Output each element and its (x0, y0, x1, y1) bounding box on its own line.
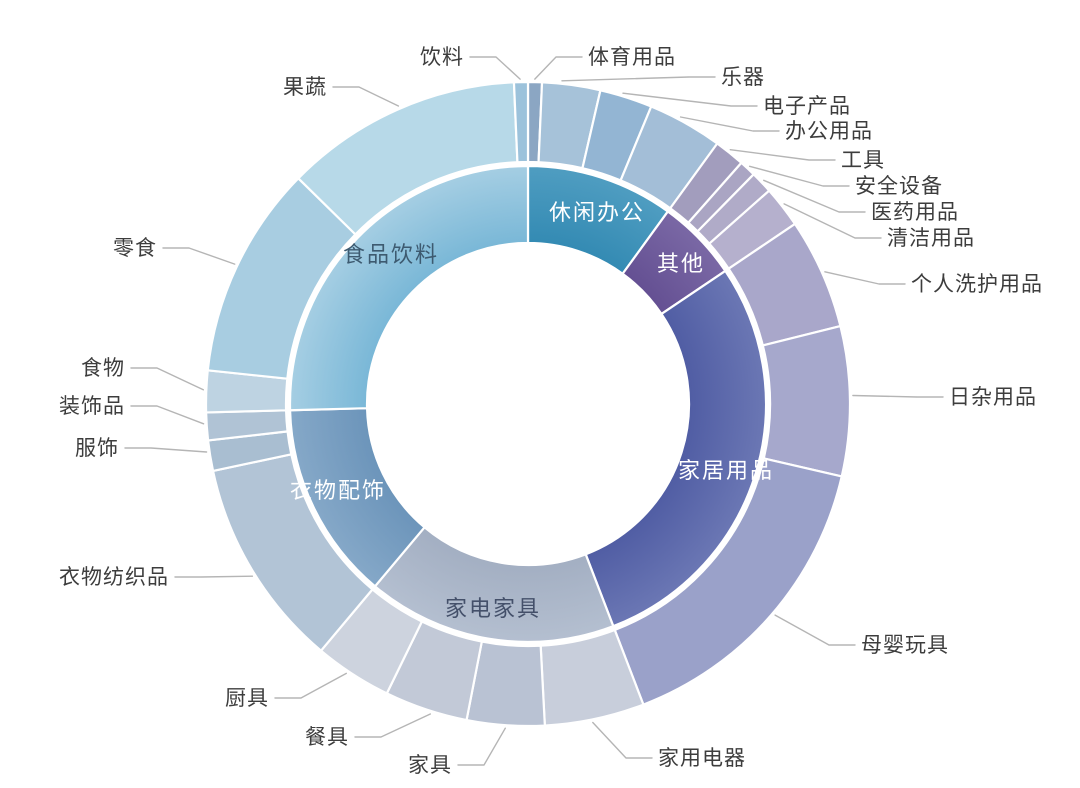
leader-line-3 (679, 116, 780, 132)
inner-slice-2[interactable] (584, 269, 768, 628)
outer-label-0: 体育用品 (588, 46, 676, 69)
inner-slice-5[interactable] (288, 164, 530, 412)
leader-line-10 (774, 614, 856, 646)
inner-ring (288, 164, 768, 644)
outer-slice-21[interactable] (512, 80, 530, 164)
leader-line-9 (852, 394, 944, 398)
outer-label-13: 餐具 (305, 726, 349, 749)
leader-line-14 (274, 672, 347, 699)
outer-label-5: 安全设备 (855, 175, 943, 198)
inner-label-5: 食品饮料 (343, 242, 439, 267)
outer-label-21: 饮料 (420, 46, 464, 69)
inner-label-1: 其他 (657, 251, 705, 276)
leader-line-15 (174, 575, 254, 578)
outer-label-3: 办公用品 (785, 120, 873, 143)
leader-line-1 (561, 76, 716, 82)
leader-line-16 (124, 447, 208, 453)
leader-line-0 (534, 56, 583, 80)
leader-line-11 (592, 721, 653, 759)
outer-slice-9[interactable] (761, 325, 852, 478)
inner-label-2: 家居用品 (678, 458, 774, 483)
leader-line-20 (332, 86, 400, 107)
leader-line-21 (469, 56, 521, 80)
leader-line-17 (130, 405, 205, 425)
outer-label-9: 日杂用品 (949, 386, 1037, 409)
leader-line-19 (162, 247, 236, 265)
outer-label-1: 乐器 (721, 66, 765, 89)
leader-line-4 (729, 148, 836, 161)
outer-label-20: 果蔬 (283, 76, 327, 99)
outer-label-14: 厨具 (225, 687, 269, 710)
leader-line-8 (824, 271, 906, 285)
leader-line-18 (130, 367, 205, 391)
outer-label-19: 零食 (113, 237, 157, 260)
outer-label-2: 电子产品 (763, 95, 851, 118)
outer-label-11: 家用电器 (658, 747, 746, 770)
inner-label-0: 休闲办公 (549, 200, 645, 225)
outer-ring (204, 80, 852, 728)
leader-line-13 (354, 713, 431, 738)
outer-label-7: 清洁用品 (887, 227, 975, 250)
outer-label-6: 医药用品 (871, 201, 959, 224)
leader-line-7 (783, 203, 882, 239)
outer-label-10: 母婴玩具 (861, 634, 949, 657)
outer-label-12: 家具 (408, 754, 452, 777)
leader-line-5 (748, 165, 850, 187)
outer-labels: 体育用品乐器电子产品办公用品工具安全设备医药用品清洁用品个人洗护用品日杂用品母婴… (59, 46, 1043, 777)
outer-label-17: 装饰品 (59, 395, 125, 418)
leader-line-12 (457, 727, 506, 766)
inner-label-4: 衣物配饰 (290, 478, 386, 503)
outer-label-18: 食物 (81, 357, 125, 380)
leader-line-2 (622, 92, 758, 107)
inner-label-3: 家电家具 (445, 596, 541, 621)
outer-label-4: 工具 (841, 149, 885, 172)
outer-label-8: 个人洗护用品 (911, 273, 1043, 296)
outer-label-15: 衣物纺织品 (59, 566, 169, 589)
leader-line-6 (763, 179, 866, 213)
leader-lines (124, 56, 944, 766)
outer-label-16: 服饰 (75, 437, 119, 460)
